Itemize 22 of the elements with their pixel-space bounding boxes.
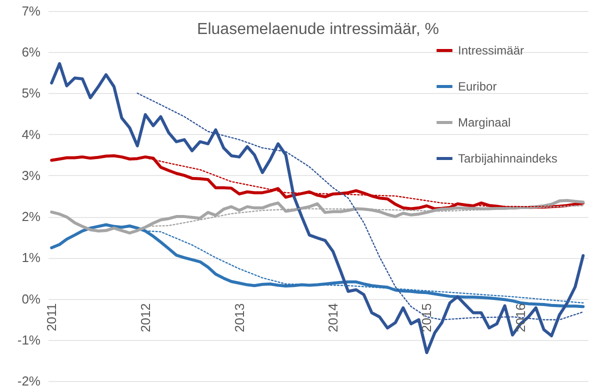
- y-tick-label: -2%: [17, 374, 41, 388]
- y-tick-label: 3%: [22, 168, 41, 183]
- x-tick-label: 2016: [512, 303, 528, 332]
- legend-label: Marginaal: [458, 116, 511, 130]
- line-series: [50, 199, 585, 234]
- y-tick-label: 1%: [22, 250, 41, 266]
- y-tick-label: 4%: [22, 126, 41, 142]
- y-tick-label: 6%: [22, 44, 41, 60]
- legend-label: Tarbijahinnaindeks: [458, 152, 558, 166]
- x-tick-label: 2011: [44, 303, 60, 332]
- x-tick-label: 2015: [419, 303, 434, 332]
- legend-label: Intressimäär: [458, 44, 524, 58]
- x-tick-label: 2014: [326, 303, 341, 332]
- y-tick-label: -1%: [17, 332, 41, 348]
- x-tick-label: 2012: [138, 303, 153, 332]
- text: Eluasemelaenude intressimäär, %: [197, 21, 439, 38]
- y-tick-label: 5%: [22, 86, 41, 101]
- y-tick-label: 2%: [22, 209, 41, 224]
- legend-label: Euribor: [458, 80, 497, 94]
- x-tick-label: 2013: [232, 303, 247, 332]
- y-tick-label: 7%: [22, 4, 41, 18]
- y-tick-label: 0%: [22, 291, 41, 306]
